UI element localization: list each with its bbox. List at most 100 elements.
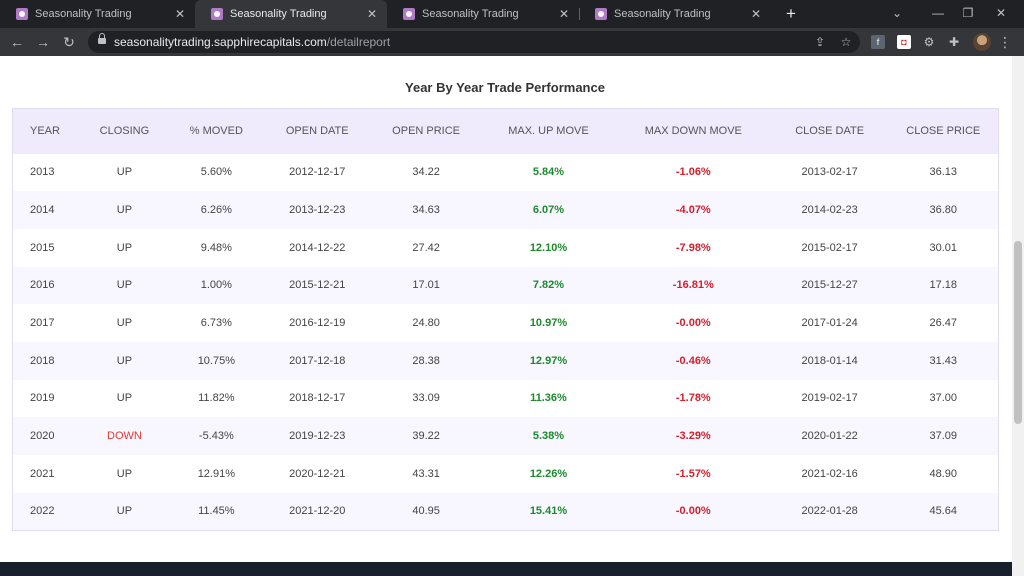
cell-closing: UP <box>116 317 133 330</box>
table-row: 2021 UP 12.91% 2020-12-21 43.31 12.26% -1.57% 2… <box>13 455 999 493</box>
cell-year: 2020 <box>30 430 55 443</box>
restore-button[interactable]: ❐ <box>962 6 974 20</box>
cell-close-price: 37.00 <box>929 392 958 405</box>
cell-year: 2017 <box>30 317 55 330</box>
cell-open-date: 2018-12-17 <box>289 392 346 405</box>
cell-close-price: 48.90 <box>929 467 958 480</box>
cell-close-price: 37.09 <box>929 430 958 443</box>
extension-icon[interactable]: ⚙ <box>923 35 935 49</box>
address-bar[interactable]: seasonalitytrading.sapphirecapitals.com/… <box>88 31 860 53</box>
cell-open-date: 2013-12-23 <box>289 204 346 217</box>
cell-close-date: 2018-01-14 <box>801 354 858 367</box>
table-body: 2013 UP 5.60% 2012-12-17 34.22 5.84% -1.06% 201… <box>12 154 999 531</box>
cell-year: 2018 <box>30 354 55 367</box>
tab-title: Seasonality Trading <box>614 8 711 20</box>
cell-max-up-move: 7.82% <box>532 279 565 292</box>
site-favicon-icon <box>595 8 607 20</box>
close-tab-icon[interactable]: ✕ <box>558 7 570 21</box>
cell-open-price: 39.22 <box>412 430 440 443</box>
cell-max-down-move: -1.57% <box>675 467 711 480</box>
cell-max-up-move: 5.84% <box>532 166 565 179</box>
cell-close-price: 30.01 <box>929 241 958 254</box>
cell-pct-moved: -5.43% <box>198 430 234 443</box>
browser-tab-4[interactable]: Seasonality Trading ✕ <box>579 0 771 28</box>
browser-tab-1[interactable]: Seasonality Trading ✕ <box>0 0 195 28</box>
cell-close-date: 2015-12-27 <box>801 279 858 292</box>
browser-tab-2-active[interactable]: Seasonality Trading ✕ <box>195 0 387 28</box>
table-row: 2013 UP 5.60% 2012-12-17 34.22 5.84% -1.06% 201… <box>13 154 999 192</box>
page-scrollbar[interactable] <box>1012 56 1024 576</box>
pocket-extension-icon[interactable]: ◘ <box>897 35 911 49</box>
cell-closing: UP <box>116 166 133 179</box>
tab-title: Seasonality Trading <box>35 8 132 20</box>
cell-max-up-move: 6.07% <box>532 204 565 217</box>
share-icon[interactable]: ⇪ <box>814 35 826 49</box>
cell-year: 2022 <box>30 505 55 518</box>
table-row: 2022 UP 11.45% 2021-12-20 40.95 15.41% -0.00% 2… <box>12 492 999 531</box>
table-row: 2016 UP 1.00% 2015-12-21 17.01 7.82% -16.81% 20… <box>12 266 999 305</box>
table-header-row: YEAR CLOSING % MOVED OPEN DATE OPEN PRICE MAX… <box>12 108 999 154</box>
browser-tab-3[interactable]: Seasonality Trading ✕ <box>387 0 579 28</box>
close-window-button[interactable]: ✕ <box>995 6 1007 20</box>
table-row: 2018 UP 10.75% 2017-12-18 28.38 12.97% -0.46% 2… <box>12 341 999 380</box>
cell-max-up-move: 12.26% <box>529 467 568 480</box>
cell-close-price: 31.43 <box>929 354 958 367</box>
column-header-pct-moved: % MOVED <box>189 125 243 138</box>
cell-year: 2014 <box>30 204 55 217</box>
cell-max-down-move: -3.29% <box>675 430 711 443</box>
cell-max-up-move: 10.97% <box>529 317 568 330</box>
site-favicon-icon <box>403 8 415 20</box>
close-tab-icon[interactable]: ✕ <box>366 7 378 21</box>
cell-closing: UP <box>116 279 133 292</box>
cell-max-down-move: -0.46% <box>675 354 711 367</box>
column-header-closing: CLOSING <box>99 125 150 138</box>
cell-year: 2015 <box>30 241 55 254</box>
cell-close-date: 2013-02-17 <box>801 166 858 179</box>
column-header-year: YEAR <box>30 125 60 138</box>
site-favicon-icon <box>16 8 28 20</box>
back-arrow-icon[interactable]: ← <box>10 34 24 50</box>
table-row: 2014 UP 6.26% 2013-12-23 34.63 6.07% -4.07% 201… <box>12 191 999 229</box>
cell-max-up-move: 11.36% <box>530 392 567 405</box>
facebook-extension-icon[interactable]: f <box>871 35 885 49</box>
url-host: seasonalitytrading.sapphirecapitals.com <box>114 35 327 49</box>
cell-close-price: 45.64 <box>929 505 958 518</box>
close-tab-icon[interactable]: ✕ <box>174 7 186 21</box>
cell-open-date: 2020-12-21 <box>289 467 346 480</box>
lock-icon <box>98 33 106 46</box>
forward-arrow-icon[interactable]: → <box>36 34 50 50</box>
column-header-close-price: CLOSE PRICE <box>906 125 981 138</box>
profile-avatar[interactable] <box>973 33 991 51</box>
minimize-button[interactable]: — <box>932 6 944 20</box>
url-text[interactable]: seasonalitytrading.sapphirecapitals.com/… <box>114 35 390 49</box>
bookmark-star-icon[interactable]: ☆ <box>840 35 852 49</box>
cell-pct-moved: 9.48% <box>200 241 232 254</box>
more-menu-icon[interactable]: ⋮ <box>998 34 1012 50</box>
reload-icon[interactable]: ↻ <box>63 34 75 50</box>
cell-pct-moved: 6.73% <box>200 317 232 330</box>
cell-open-date: 2015-12-21 <box>289 279 346 292</box>
new-tab-button[interactable]: + <box>786 4 796 23</box>
cell-max-down-move: -4.07% <box>675 204 711 217</box>
tab-separator <box>579 8 580 20</box>
cell-close-price: 36.13 <box>929 166 958 179</box>
scrollbar-thumb[interactable] <box>1014 241 1022 424</box>
tab-title: Seasonality Trading <box>422 8 519 20</box>
table-row: 2020 DOWN -5.43% 2019-12-23 39.22 5.38% -3.29%… <box>12 417 999 455</box>
cell-close-price: 17.18 <box>929 279 958 292</box>
cell-max-down-move: -16.81% <box>672 279 714 292</box>
cell-closing: UP <box>116 354 133 367</box>
cell-pct-moved: 10.75% <box>197 354 235 367</box>
tab-strip: Seasonality Trading ✕ Seasonality Tradin… <box>0 0 1024 28</box>
cell-open-price: 28.38 <box>412 354 440 367</box>
cell-year: 2013 <box>30 166 55 179</box>
close-tab-icon[interactable]: ✕ <box>750 7 762 21</box>
cell-pct-moved: 5.60% <box>200 166 232 179</box>
page-content: Year By Year Trade Performance YEAR CLOSI… <box>0 56 1024 576</box>
cell-close-date: 2017-01-24 <box>801 317 858 330</box>
chevron-down-icon[interactable]: ⌄ <box>891 6 903 20</box>
cell-open-date: 2012-12-17 <box>289 166 346 179</box>
puzzle-extensions-icon[interactable]: ✚ <box>948 35 960 49</box>
table-row: 2017 UP 6.73% 2016-12-19 24.80 10.97% -0.00% 20… <box>13 304 999 342</box>
cell-close-date: 2021-02-16 <box>801 467 858 480</box>
